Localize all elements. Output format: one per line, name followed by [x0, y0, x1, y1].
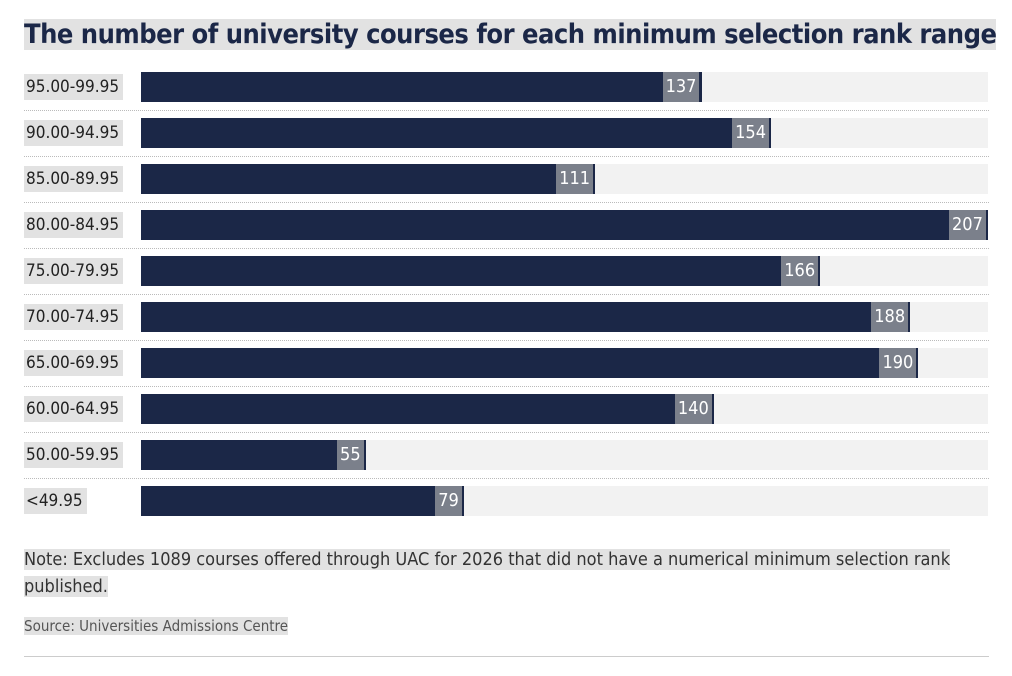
y-tick-label: 90.00-94.95 — [24, 120, 124, 146]
bar-row: <49.95 79 — [24, 486, 989, 516]
bar — [141, 256, 821, 286]
note-text: Note: Excludes 1089 courses offered thro… — [24, 549, 951, 597]
y-tick-label: 50.00-59.95 — [24, 442, 124, 468]
value-label: 154 — [732, 118, 770, 148]
bar-row: 50.00-59.95 55 — [24, 440, 989, 470]
row-separator — [24, 340, 989, 341]
row-separator — [24, 294, 989, 295]
value-label: 140 — [674, 394, 712, 424]
y-tick-label: 70.00-74.95 — [24, 304, 124, 330]
bar-row: 90.00-94.95 154 — [24, 118, 989, 148]
bar — [141, 210, 988, 240]
row-separator — [24, 248, 989, 249]
value-label: 188 — [871, 302, 909, 332]
source: Source: Universities Admissions Centre — [24, 616, 289, 636]
value-label: 79 — [435, 486, 462, 516]
value-label: 111 — [556, 164, 594, 194]
bar — [141, 302, 911, 332]
bar — [141, 164, 596, 194]
y-tick-label: 65.00-69.95 — [24, 350, 124, 376]
chart-title: The number of university courses for eac… — [24, 16, 997, 54]
bar — [141, 394, 714, 424]
bar — [141, 118, 772, 148]
value-label: 207 — [949, 210, 986, 240]
source-text: Source: Universities Admissions Centre — [24, 617, 289, 635]
bar-row: 85.00-89.95 111 — [24, 164, 989, 194]
y-tick-label: <49.95 — [24, 488, 87, 514]
bar-row: 95.00-99.95 137 — [24, 72, 989, 102]
y-tick-label: 95.00-99.95 — [24, 74, 124, 100]
value-label: 137 — [662, 72, 700, 102]
y-tick-label: 75.00-79.95 — [24, 258, 124, 284]
bar-row: 70.00-74.95 188 — [24, 302, 989, 332]
bar — [141, 72, 702, 102]
row-separator — [24, 202, 989, 203]
bar-row: 75.00-79.95 166 — [24, 256, 989, 286]
bar — [141, 440, 367, 470]
row-separator — [24, 110, 989, 111]
row-separator — [24, 478, 989, 479]
value-label: 166 — [781, 256, 819, 286]
value-label: 190 — [879, 348, 917, 378]
bar — [141, 348, 919, 378]
row-separator — [24, 432, 989, 433]
row-separator — [24, 156, 989, 157]
bar — [141, 486, 465, 516]
note: Note: Excludes 1089 courses offered thro… — [24, 546, 984, 600]
bar-row: 60.00-64.95 140 — [24, 394, 989, 424]
chart-title-text: The number of university courses for eac… — [24, 19, 997, 50]
bar-row: 80.00-84.95 207 — [24, 210, 989, 240]
y-tick-label: 80.00-84.95 — [24, 212, 124, 238]
value-label: 55 — [337, 440, 364, 470]
y-tick-label: 85.00-89.95 — [24, 166, 124, 192]
y-tick-label: 60.00-64.95 — [24, 396, 124, 422]
bar-row: 65.00-69.95 190 — [24, 348, 989, 378]
row-separator — [24, 386, 989, 387]
bottom-rule — [24, 656, 989, 657]
